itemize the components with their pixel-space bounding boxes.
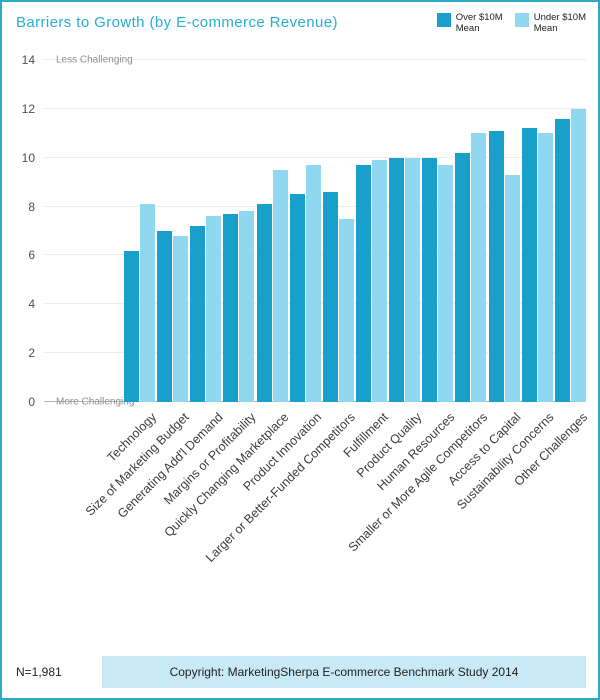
bar-group: Quickly Changing Marketplace [162, 60, 291, 540]
bar-over-10m [289, 194, 305, 402]
gridline [44, 59, 586, 60]
bar-group: Smaller or More Agile Competitors [346, 60, 490, 555]
y-tick-label: 12 [21, 101, 35, 116]
bar-over-10m [124, 250, 139, 402]
bar-group: Margins or Profitability [161, 60, 258, 507]
bar-group: Other Challenges [511, 60, 590, 489]
legend-label-line1: Over $10M [455, 12, 503, 23]
bar-under-10m [338, 218, 354, 402]
bar-under-10m [239, 211, 255, 402]
bar-under-10m [537, 133, 553, 402]
legend-swatch [514, 13, 529, 27]
legend-item-over-10m: Over $10M Mean [436, 12, 503, 35]
bar-under-10m [504, 174, 520, 402]
bar-over-10m [455, 152, 471, 402]
bar-over-10m [488, 130, 504, 402]
bar-over-10m [422, 157, 438, 402]
bar-under-10m [305, 165, 321, 402]
legend-label-line2: Mean [455, 23, 480, 35]
bar-group: Access to Capital [445, 60, 523, 488]
bar-group: Technology [104, 60, 159, 465]
legend-item-under-10m: Under $10M Mean [514, 12, 586, 35]
bar-under-10m [438, 165, 454, 402]
legend-swatch [436, 13, 451, 27]
more-challenging-label: More Challenging [56, 396, 135, 408]
bar-under-10m [272, 169, 288, 402]
y-tick-label: 6 [28, 248, 35, 263]
bar-over-10m [554, 118, 570, 402]
chart-title: Barriers to Growth (by E-commerce Revenu… [16, 14, 338, 31]
y-tick-label: 4 [28, 297, 35, 312]
bar-group: Human Resources [374, 60, 457, 493]
bar-under-10m [471, 133, 487, 402]
legend-label: Over $10M Mean [456, 12, 503, 35]
bar-under-10m [405, 157, 421, 402]
bar-group: Generating Add'l Demand [114, 60, 225, 521]
bar-under-10m [206, 216, 222, 402]
y-tick-label: 10 [21, 150, 35, 165]
bar-under-10m [173, 235, 189, 402]
copyright-label: Copyright: MarketingSherpa E-commerce Be… [102, 656, 586, 688]
plot-area: Less Challenging More Challenging Techno… [22, 53, 590, 565]
bar-under-10m [570, 108, 586, 402]
legend-label: Under $10M Mean [534, 12, 586, 35]
bar-group: Size of Marketing Budget [83, 60, 192, 519]
bar-group: Larger or Better-Funded Competitors [203, 60, 358, 565]
footer: N=1,981 Copyright: MarketingSherpa E-com… [14, 656, 586, 688]
bar-under-10m [140, 204, 155, 402]
legend: Over $10M Mean Under $10M Mean [436, 12, 586, 35]
bar-over-10m [355, 165, 371, 402]
bar-over-10m [157, 231, 173, 402]
bar-group: Sustainability Concerns [454, 60, 557, 512]
legend-label-line1: Under $10M [533, 12, 586, 23]
y-tick-label: 8 [28, 199, 35, 214]
less-challenging-label: Less Challenging [56, 54, 133, 66]
bar-over-10m [223, 213, 239, 402]
bar-over-10m [256, 204, 272, 402]
chart-header: Barriers to Growth (by E-commerce Revenu… [2, 2, 598, 35]
y-tick-label: 0 [28, 395, 35, 409]
bar-over-10m [190, 226, 206, 402]
bars-container: Technology Size of Marketing Budget Genera… [44, 60, 590, 565]
legend-label-line2: Mean [533, 23, 558, 35]
y-tick-label: 14 [21, 53, 35, 67]
bar-group: Product Quality [354, 60, 424, 480]
gridline [44, 107, 586, 109]
y-tick-label: 2 [28, 346, 35, 361]
bar-group: Product Innovation [241, 60, 325, 494]
bar-under-10m [371, 160, 387, 402]
bar-over-10m [389, 157, 405, 402]
bar-group: Fulfillment [341, 60, 391, 460]
bar-over-10m [322, 191, 338, 402]
gridline [44, 156, 586, 158]
bar-over-10m [521, 128, 537, 402]
sample-size-label: N=1,981 [16, 665, 62, 679]
